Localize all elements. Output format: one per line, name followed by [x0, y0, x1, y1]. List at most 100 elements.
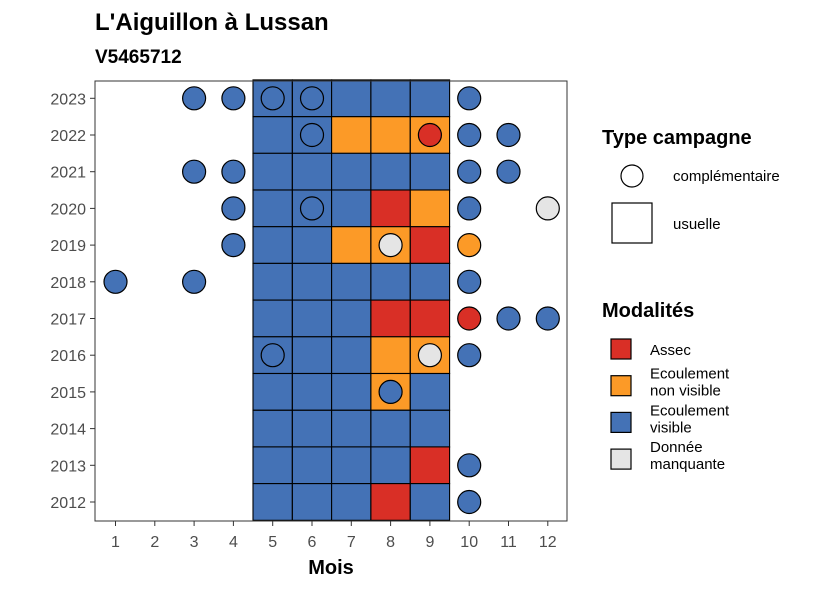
legend: Type campagne complémentaire usuelle Mod…	[602, 127, 780, 473]
y-tick-label: 2016	[50, 348, 86, 365]
x-tick-label: 2	[150, 534, 159, 551]
complementaire-point-2017-10	[457, 306, 482, 331]
legend-swatch-M	[610, 448, 632, 470]
usuelle-tile-2021-6	[291, 152, 333, 191]
usuelle-tile-2018-7	[331, 262, 372, 301]
plot-panel	[94, 80, 568, 522]
complementaire-point-2022-11	[496, 122, 521, 148]
complementaire-point-2018-10	[457, 269, 482, 294]
usuelle-tile-2018-9	[409, 262, 451, 301]
y-tick-label: 2022	[50, 128, 86, 145]
usuelle-tile-2012-9	[409, 483, 451, 521]
complementaire-point-2017-12	[535, 306, 560, 331]
complementaire-point-2016-9	[417, 343, 442, 368]
usuelle-tile-2016-6	[291, 336, 333, 375]
usuelle-tile-2020-7	[331, 189, 372, 228]
usuelle-tile-2021-9	[409, 152, 451, 191]
legend-type-title: Type campagne	[602, 127, 752, 149]
legend-square-key	[611, 202, 653, 244]
complementaire-point-2012-10	[457, 489, 482, 515]
usuelle-tile-2015-6	[291, 372, 333, 411]
usuelle-tile-2012-5	[252, 483, 293, 521]
complementaire-point-2022-6	[299, 122, 325, 148]
y-tick-label: 2014	[50, 422, 86, 439]
legend-label-N: non visible	[650, 383, 721, 400]
y-tick-label: 2023	[50, 91, 86, 108]
legend-swatch-V	[610, 411, 632, 433]
usuelle-tile-2018-8	[370, 262, 411, 301]
usuelle-tile-2022-7	[331, 116, 372, 154]
x-tick-label: 11	[500, 534, 517, 551]
usuelle-tile-2015-5	[252, 372, 293, 411]
usuelle-tile-2021-8	[370, 152, 411, 191]
legend-type-complementaire: complémentaire	[673, 168, 780, 185]
usuelle-tile-2016-7	[331, 336, 372, 375]
x-tick-label: 8	[386, 534, 395, 551]
usuelle-tile-2020-5	[252, 189, 293, 228]
usuelle-tile-2012-7	[331, 483, 372, 521]
y-tick-label: 2013	[50, 458, 86, 475]
usuelle-tiles	[252, 79, 451, 521]
complementaire-point-2023-3	[182, 86, 207, 111]
complementaire-point-2023-4	[221, 86, 246, 111]
legend-label-V: visible	[650, 419, 692, 436]
usuelle-tile-2021-5	[252, 152, 293, 191]
legend-label-V: Ecoulement	[650, 402, 730, 419]
complementaire-point-2020-12	[535, 196, 560, 221]
y-tick-label: 2012	[50, 495, 86, 512]
complementaire-point-2019-10	[457, 233, 482, 258]
complementaire-point-2016-5	[260, 343, 285, 368]
complementaire-point-2017-11	[496, 306, 521, 331]
usuelle-tile-2017-6	[291, 299, 333, 338]
y-tick-label: 2021	[50, 165, 86, 182]
complementaire-point-2022-10	[457, 122, 482, 148]
complementaire-point-2020-4	[221, 196, 246, 221]
legend-label-A: Assec	[650, 342, 691, 359]
complementaire-point-2023-5	[260, 86, 285, 111]
legend-mod-title: Modalités	[602, 300, 694, 322]
usuelle-tile-2022-8	[370, 116, 411, 154]
x-tick-label: 4	[229, 534, 238, 551]
usuelle-tile-2019-7	[331, 226, 372, 264]
usuelle-tile-2018-5	[252, 262, 293, 301]
complementaire-point-2021-4	[221, 159, 246, 184]
complementaire-point-2020-10	[457, 196, 482, 221]
y-tick-label: 2018	[50, 275, 86, 292]
legend-swatch-N	[610, 375, 632, 397]
legend-swatch-A	[610, 338, 632, 360]
chart-title: L'Aiguillon à Lussan	[95, 9, 329, 36]
complementaire-points	[103, 86, 560, 515]
legend-label-M: Donnée	[650, 439, 703, 456]
usuelle-tile-2012-8	[370, 483, 411, 521]
usuelle-tile-2014-8	[370, 409, 411, 448]
usuelle-tile-2016-8	[370, 336, 411, 375]
x-tick-label: 7	[347, 534, 356, 551]
usuelle-tile-2017-7	[331, 299, 372, 338]
usuelle-tile-2020-8	[370, 189, 411, 228]
complementaire-point-2021-3	[182, 159, 207, 184]
usuelle-tile-2021-7	[331, 152, 372, 191]
usuelle-tile-2019-6	[291, 226, 333, 264]
usuelle-tile-2013-9	[409, 446, 451, 485]
chart-subtitle: V5465712	[95, 47, 182, 68]
legend-type-usuelle: usuelle	[673, 216, 721, 233]
usuelle-tile-2014-9	[409, 409, 451, 448]
complementaire-point-2023-10	[457, 86, 482, 111]
x-tick-label: 3	[190, 534, 199, 551]
usuelle-tile-2013-6	[291, 446, 333, 485]
y-tick-label: 2020	[50, 201, 86, 218]
usuelle-tile-2015-7	[331, 372, 372, 411]
y-tick-label: 2015	[50, 385, 86, 402]
usuelle-tile-2017-5	[252, 299, 293, 338]
complementaire-point-2015-8	[378, 379, 403, 404]
legend-circle-key	[620, 164, 644, 188]
complementaire-point-2019-8	[378, 233, 403, 258]
usuelle-tile-2013-5	[252, 446, 293, 485]
complementaire-point-2019-4	[221, 233, 246, 258]
usuelle-tile-2022-5	[252, 116, 293, 154]
usuelle-tile-2012-6	[291, 483, 333, 521]
usuelle-tile-2020-9	[409, 189, 451, 228]
x-tick-label: 9	[425, 534, 434, 551]
complementaire-point-2020-6	[299, 196, 325, 221]
